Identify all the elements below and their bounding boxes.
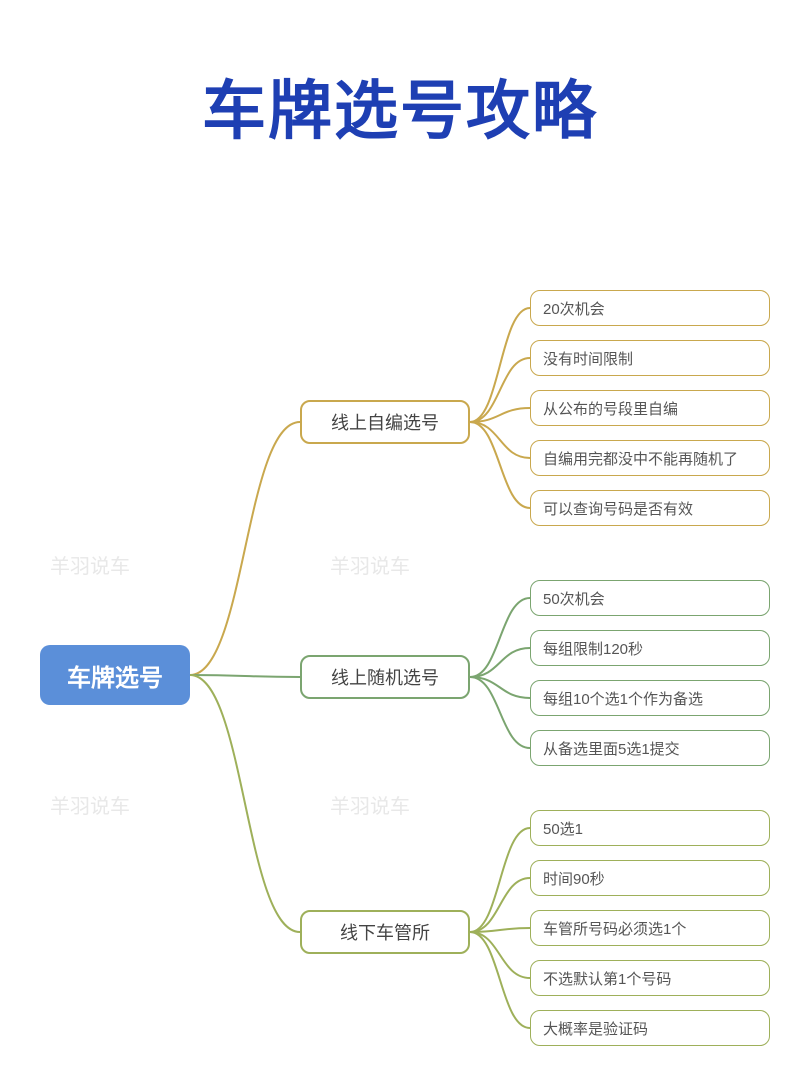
branch-node: 线上自编选号 bbox=[300, 400, 470, 444]
leaf-node: 从备选里面5选1提交 bbox=[530, 730, 770, 766]
watermark: 羊羽说车 bbox=[50, 550, 130, 579]
leaf-node: 大概率是验证码 bbox=[530, 1010, 770, 1046]
watermark: 羊羽说车 bbox=[330, 790, 410, 819]
branch-node: 线下车管所 bbox=[300, 910, 470, 954]
page-title: 车牌选号攻略 bbox=[0, 0, 800, 152]
leaf-node: 每组限制120秒 bbox=[530, 630, 770, 666]
leaf-node: 从公布的号段里自编 bbox=[530, 390, 770, 426]
leaf-node: 20次机会 bbox=[530, 290, 770, 326]
leaf-node: 时间90秒 bbox=[530, 860, 770, 896]
branch-node: 线上随机选号 bbox=[300, 655, 470, 699]
leaf-node: 50选1 bbox=[530, 810, 770, 846]
leaf-node: 可以查询号码是否有效 bbox=[530, 490, 770, 526]
leaf-node: 每组10个选1个作为备选 bbox=[530, 680, 770, 716]
leaf-node: 50次机会 bbox=[530, 580, 770, 616]
leaf-node: 没有时间限制 bbox=[530, 340, 770, 376]
leaf-node: 不选默认第1个号码 bbox=[530, 960, 770, 996]
mindmap-diagram: 车牌选号 线上自编选号 20次机会没有时间限制从公布的号段里自编自编用完都没中不能… bbox=[0, 250, 800, 1050]
watermark: 羊羽说车 bbox=[50, 790, 130, 819]
root-node: 车牌选号 bbox=[40, 645, 190, 705]
leaf-node: 车管所号码必须选1个 bbox=[530, 910, 770, 946]
watermark: 羊羽说车 bbox=[330, 550, 410, 579]
leaf-node: 自编用完都没中不能再随机了 bbox=[530, 440, 770, 476]
